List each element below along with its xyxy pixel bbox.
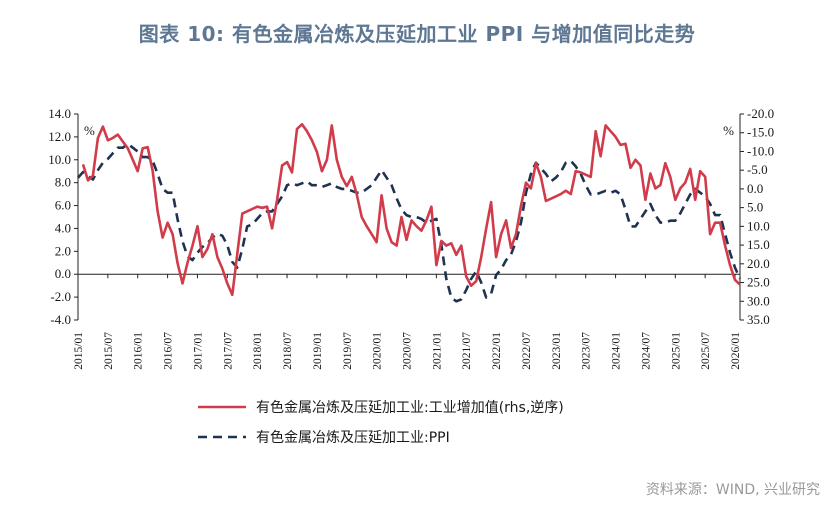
legend-label: 有色金属冶炼及压延加工业:PPI [256,429,450,446]
x-tick-label: 2022/07 [521,332,533,370]
x-tick-label: 2024/07 [640,332,652,370]
x-tick-label: 2026/01 [730,332,742,370]
right-tick-label: -10.0 [747,143,774,158]
x-tick-label: 2017/01 [192,332,204,370]
right-tick-label: 35.0 [747,312,770,327]
right-tick-label: 30.0 [747,293,770,308]
left-tick-label: 14.0 [48,106,71,121]
left-unit-label: % [84,123,95,138]
series-layer [77,123,742,303]
x-tick-label: 2016/01 [133,332,145,370]
x-tick-label: 2021/07 [461,332,473,370]
x-tick-label: 2015/07 [103,332,115,370]
right-axis: -20.0 -15.0 -10.0 -5.0 0.0 5.0 10.0 15.0 20.0 25.… [723,106,774,327]
right-tick-label: -5.0 [747,162,768,177]
left-tick-label: 12.0 [48,129,71,144]
right-tick-label: -15.0 [747,125,774,140]
right-tick-label: 0.0 [747,181,763,196]
source-note: 资料来源：WIND, 兴业研究 [645,482,820,498]
left-axis: 14.0 12.0 10.0 8.0 6.0 4.0 2.0 0.0 -2.0 -4.0% [48,106,95,327]
x-tick-label: 2021/01 [431,332,443,370]
x-tick-label: 2015/01 [73,332,85,370]
legend: 有色金属冶炼及压延加工业:工业增加值(rhs,逆序) 有色金属冶炼及压延加工业:P… [198,399,564,446]
x-tick-label: 2025/01 [670,332,682,370]
left-tick-label: 6.0 [55,198,71,213]
x-tick-label: 2016/07 [163,332,175,370]
x-tick-label: 2022/01 [491,332,503,370]
chart-title: 图表 10: 有色金属冶炼及压延加工业 PPI 与增加值同比走势 [138,22,696,46]
left-tick-label: 2.0 [55,243,71,258]
left-tick-label: 10.0 [48,152,71,167]
left-tick-label: -4.0 [50,312,71,327]
left-tick-label: -2.0 [50,289,71,304]
x-tick-label: 2018/01 [252,332,264,370]
right-tick-label: 20.0 [747,256,770,271]
left-tick-label: 4.0 [55,220,71,235]
right-tick-label: -20.0 [747,106,774,121]
x-tick-label: 2020/01 [372,332,384,370]
x-tick-label: 2017/07 [222,332,234,370]
x-tick-label: 2023/07 [581,332,593,370]
series-line-value-added [81,123,741,297]
left-tick-label: 0.0 [55,266,71,281]
x-tick-label: 2023/01 [551,332,563,370]
legend-label: 有色金属冶炼及压延加工业:工业增加值(rhs,逆序) [256,399,564,416]
right-tick-label: 10.0 [747,218,770,233]
right-tick-label: 5.0 [747,200,763,215]
x-tick-label: 2024/01 [611,332,623,370]
x-tick-label: 2020/07 [402,332,414,370]
right-unit-label: % [723,123,734,138]
x-axis: 2015/01 2015/07 2016/01 2016/07 2017/01 2017/… [73,273,742,370]
x-tick-label: 2025/07 [700,332,712,370]
x-tick-label: 2018/07 [282,332,294,370]
right-tick-label: 25.0 [747,275,770,290]
right-tick-label: 15.0 [747,237,770,252]
left-tick-label: 8.0 [55,175,71,190]
x-tick-label: 2019/01 [312,332,324,370]
x-tick-label: 2019/07 [342,332,354,370]
